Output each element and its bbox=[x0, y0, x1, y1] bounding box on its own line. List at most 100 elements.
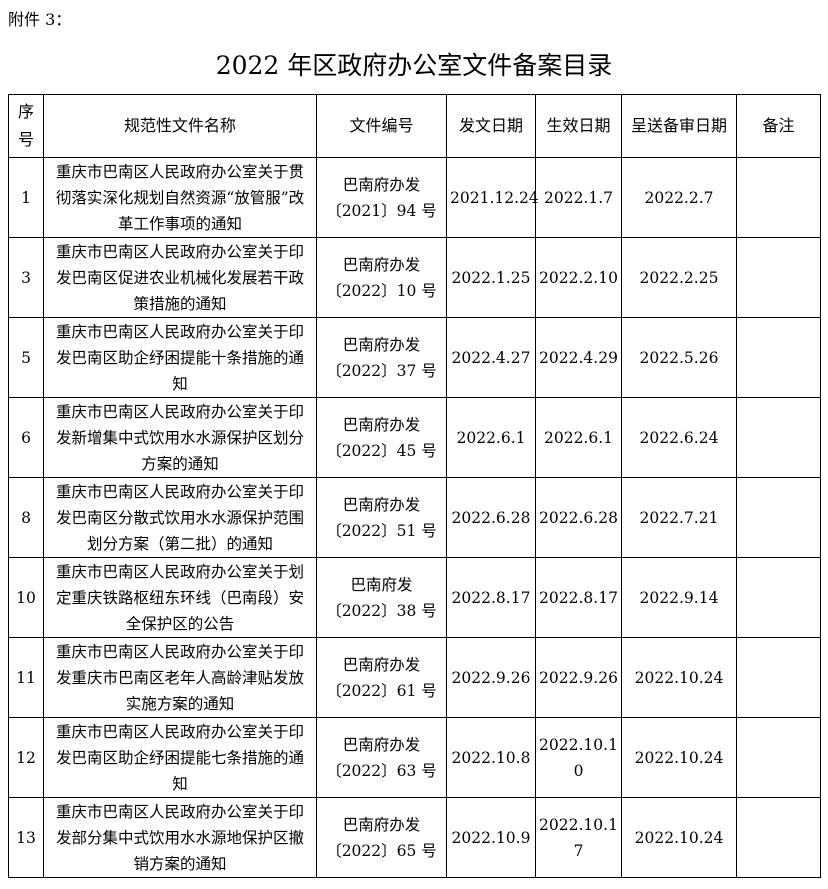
table-row: 6 重庆市巴南区人民政府办公室关于印发新增集中式饮用水水源保护区划分方案的通知 巴南… bbox=[8, 397, 821, 478]
table-row: 5 重庆市巴南区人民政府办公室关于印发巴南区助企纾困提能十条措施的通知 巴南府办发〔… bbox=[8, 317, 821, 398]
code-line-2: 〔2022〕65 号 bbox=[326, 841, 437, 860]
issued-date: 2022.9.26 bbox=[446, 637, 536, 718]
submitted-date: 2022.9.14 bbox=[621, 557, 737, 638]
note bbox=[736, 797, 821, 878]
header-issued: 发文日期 bbox=[446, 94, 536, 158]
document-name: 重庆市巴南区人民政府办公室关于印发部分集中式饮用水水源地保护区撤销方案的通知 bbox=[43, 797, 317, 878]
header-effective: 生效日期 bbox=[535, 94, 622, 158]
document-code: 巴南府办发〔2022〕45 号 bbox=[316, 397, 447, 478]
table-row: 11 重庆市巴南区人民政府办公室关于印发重庆市巴南区老年人高龄津贴发放实施方案的通… bbox=[8, 637, 821, 718]
table-row: 8 重庆市巴南区人民政府办公室关于印发巴南区分散式饮用水水源保护范围划分方案（第二… bbox=[8, 477, 821, 558]
document-name: 重庆市巴南区人民政府办公室关于印发新增集中式饮用水水源保护区划分方案的通知 bbox=[43, 397, 317, 478]
document-code: 巴南府发〔2022〕38 号 bbox=[316, 557, 447, 638]
page-title: 2022 年区政府办公室文件备案目录 bbox=[215, 51, 613, 80]
code-line-1: 巴南府办发 bbox=[342, 175, 421, 194]
document-name: 重庆市巴南区人民政府办公室关于印发巴南区促进农业机械化发展若干政策措施的通知 bbox=[43, 237, 317, 318]
document-code: 巴南府办发〔2022〕10 号 bbox=[316, 237, 447, 318]
issued-date: 2022.1.25 bbox=[446, 237, 536, 318]
issued-date: 2022.4.27 bbox=[446, 317, 536, 398]
table-row: 1 重庆市巴南区人民政府办公室关于贯彻落实深化规划自然资源“放管服”改革工作事项的… bbox=[8, 157, 821, 238]
issued-date: 2022.6.1 bbox=[446, 397, 536, 478]
document-name: 重庆市巴南区人民政府办公室关于印发巴南区分散式饮用水水源保护范围划分方案（第二批… bbox=[43, 477, 317, 558]
row-no: 3 bbox=[8, 237, 44, 318]
attachment-label: 附件 3： bbox=[8, 10, 72, 29]
code-line-1: 巴南府办发 bbox=[342, 495, 421, 514]
code-line-2: 〔2022〕38 号 bbox=[326, 601, 437, 620]
code-line-2: 〔2022〕63 号 bbox=[326, 761, 437, 780]
code-line-2: 〔2022〕10 号 bbox=[326, 281, 437, 300]
submitted-date: 2022.10.24 bbox=[621, 717, 737, 798]
note bbox=[736, 557, 821, 638]
effective-date: 2022.8.17 bbox=[535, 557, 622, 638]
note bbox=[736, 397, 821, 478]
effective-date: 2022.10.10 bbox=[535, 717, 622, 798]
code-line-1: 巴南府办发 bbox=[342, 655, 421, 674]
document-code: 巴南府办发 〔2022〕37 号 bbox=[316, 317, 447, 398]
issued-date: 2022.8.17 bbox=[446, 557, 536, 638]
issued-date: 2021.12.24 bbox=[446, 157, 539, 238]
note bbox=[736, 477, 821, 558]
row-no: 1 bbox=[8, 157, 44, 238]
row-no: 13 bbox=[8, 797, 44, 878]
document-code: 巴南府办发〔2022〕65 号 bbox=[316, 797, 447, 878]
code-line-1: 巴南府办发 bbox=[342, 335, 421, 354]
submitted-date: 2022.7.21 bbox=[621, 477, 737, 558]
code-line-2: 〔2022〕45 号 bbox=[326, 441, 437, 460]
effective-date: 2022.6.1 bbox=[535, 397, 622, 478]
document-code: 巴南府办发〔2022〕51 号 bbox=[316, 477, 447, 558]
header-submitted: 呈送备审日期 bbox=[621, 94, 737, 158]
submitted-date: 2022.10.24 bbox=[621, 637, 737, 718]
row-no: 5 bbox=[8, 317, 44, 398]
document-name: 重庆市巴南区人民政府办公室关于贯彻落实深化规划自然资源“放管服”改革工作事项的通… bbox=[43, 157, 317, 238]
header-name: 规范性文件名称 bbox=[43, 94, 317, 158]
document-code: 巴南府办发〔2022〕63 号 bbox=[316, 717, 447, 798]
document-code: 巴南府办发〔2021〕94 号 bbox=[316, 157, 447, 238]
code-line-2: 〔2021〕94 号 bbox=[326, 201, 437, 220]
header-note: 备注 bbox=[736, 94, 821, 158]
code-line-1: 巴南府办发 bbox=[342, 815, 421, 834]
document-code: 巴南府办发〔2022〕61 号 bbox=[316, 637, 447, 718]
table-row: 10 重庆市巴南区人民政府办公室关于划定重庆铁路枢纽东环线（巴南段）安全保护区的公… bbox=[8, 557, 821, 638]
table-row: 3 重庆市巴南区人民政府办公室关于印发巴南区促进农业机械化发展若干政策措施的通知巴… bbox=[8, 237, 821, 318]
code-line-1: 巴南府办发 bbox=[342, 735, 421, 754]
code-line-1: 巴南府发 bbox=[350, 575, 413, 594]
document-name: 重庆市巴南区人民政府办公室关于划定重庆铁路枢纽东环线（巴南段）安全保护区的公告 bbox=[43, 557, 317, 638]
note bbox=[736, 637, 821, 718]
row-no: 6 bbox=[8, 397, 44, 478]
effective-date: 2022.9.26 bbox=[535, 637, 622, 718]
document-name: 重庆市巴南区人民政府办公室关于印发巴南区助企纾困提能十条措施的通知 bbox=[43, 317, 317, 398]
code-line-2: 〔2022〕51 号 bbox=[326, 521, 437, 540]
issued-date: 2022.10.8 bbox=[446, 717, 536, 798]
header-code: 文件编号 bbox=[316, 94, 447, 158]
effective-date: 2022.6.28 bbox=[535, 477, 622, 558]
submitted-date: 2022.2.7 bbox=[621, 157, 737, 238]
table-row: 13 重庆市巴南区人民政府办公室关于印发部分集中式饮用水水源地保护区撤销方案的通知… bbox=[8, 797, 821, 878]
submitted-date: 2022.5.26 bbox=[621, 317, 737, 398]
submitted-date: 2022.6.24 bbox=[621, 397, 737, 478]
submitted-date: 2022.10.24 bbox=[621, 797, 737, 878]
note bbox=[736, 317, 821, 398]
filing-table: 序号 规范性文件名称 文件编号 发文日期 生效日期 呈送备审日期 备注 1 重庆市… bbox=[8, 94, 821, 878]
table-row: 12 重庆市巴南区人民政府办公室关于印发巴南区助企纾困提能七条措施的通知 巴南府办发… bbox=[8, 717, 821, 798]
code-line-1: 巴南府办发 bbox=[342, 415, 421, 434]
note bbox=[736, 237, 821, 318]
submitted-date: 2022.2.25 bbox=[621, 237, 737, 318]
effective-date: 2022.1.7 bbox=[535, 157, 622, 238]
issued-date: 2022.6.28 bbox=[446, 477, 536, 558]
issued-date: 2022.10.9 bbox=[446, 797, 536, 878]
document-name: 重庆市巴南区人民政府办公室关于印发巴南区助企纾困提能七条措施的通知 bbox=[43, 717, 317, 798]
header-no: 序号 bbox=[8, 94, 44, 158]
effective-date: 2022.10.17 bbox=[535, 797, 622, 878]
row-no: 11 bbox=[8, 637, 44, 718]
table-header-row: 序号 规范性文件名称 文件编号 发文日期 生效日期 呈送备审日期 备注 bbox=[8, 94, 821, 158]
row-no: 12 bbox=[8, 717, 44, 798]
effective-date: 2022.4.29 bbox=[535, 317, 622, 398]
code-line-2: 〔2022〕61 号 bbox=[326, 681, 437, 700]
row-no: 10 bbox=[8, 557, 44, 638]
effective-date: 2022.2.10 bbox=[535, 237, 622, 318]
code-line-1: 巴南府办发 bbox=[342, 255, 421, 274]
note bbox=[736, 717, 821, 798]
document-name: 重庆市巴南区人民政府办公室关于印发重庆市巴南区老年人高龄津贴发放实施方案的通知 bbox=[43, 637, 317, 718]
row-no: 8 bbox=[8, 477, 44, 558]
note bbox=[736, 157, 821, 238]
